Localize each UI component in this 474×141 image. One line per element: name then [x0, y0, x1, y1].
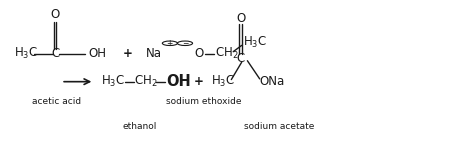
- Text: C: C: [51, 47, 59, 60]
- Text: CH$_2$: CH$_2$: [215, 46, 238, 61]
- Text: O: O: [50, 8, 60, 21]
- Text: acetic acid: acetic acid: [32, 97, 81, 106]
- Text: Na: Na: [146, 47, 162, 60]
- Text: H$_3$C: H$_3$C: [243, 35, 267, 50]
- Text: ONa: ONa: [260, 75, 285, 88]
- Text: +: +: [122, 47, 132, 60]
- Text: CH$_2$: CH$_2$: [135, 74, 158, 89]
- Text: +: +: [167, 39, 173, 48]
- Text: C: C: [237, 52, 245, 65]
- Text: O: O: [236, 12, 246, 25]
- Text: O: O: [194, 47, 204, 60]
- Text: sodium ethoxide: sodium ethoxide: [166, 97, 242, 106]
- Text: sodium acetate: sodium acetate: [245, 122, 315, 131]
- Text: ethanol: ethanol: [123, 122, 157, 131]
- Text: +: +: [193, 75, 203, 88]
- Text: −: −: [182, 39, 188, 48]
- Text: H$_3$C: H$_3$C: [211, 74, 235, 89]
- Text: OH: OH: [88, 47, 106, 60]
- Text: OH: OH: [166, 74, 191, 89]
- Text: H$_3$C: H$_3$C: [101, 74, 125, 89]
- Text: H$_3$C: H$_3$C: [14, 46, 38, 61]
